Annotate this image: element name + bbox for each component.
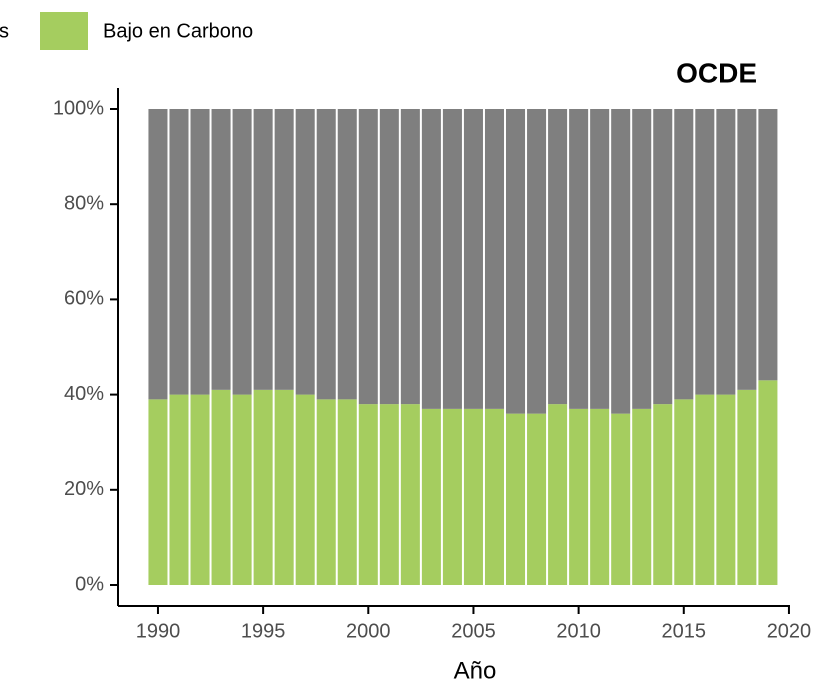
bar-segment (611, 109, 631, 414)
bar-segment (232, 109, 252, 395)
bar-segment (758, 109, 778, 381)
bar-segment (674, 109, 694, 400)
bar-segment (337, 399, 357, 585)
bar-segment (337, 109, 357, 400)
bar-segment (737, 109, 757, 390)
bar-segment (274, 389, 294, 585)
bar-segment (548, 404, 568, 585)
bar-segment (316, 109, 336, 400)
x-tick-label: 2000 (346, 620, 391, 642)
bar-segment (295, 394, 315, 585)
x-tick-label: 2020 (767, 620, 812, 642)
bar-segment (653, 109, 673, 405)
bar-segment (358, 109, 378, 405)
bar-segment (148, 109, 168, 400)
bar-segment (442, 408, 462, 585)
bar-segment (316, 399, 336, 585)
bar-segment (274, 109, 294, 390)
x-tick-label: 2015 (662, 620, 707, 642)
x-tick-label: 2010 (556, 620, 601, 642)
y-tick-label: 100% (53, 97, 104, 119)
bar-segment (253, 389, 273, 585)
bar-segment (506, 413, 526, 585)
bar-segment (190, 394, 210, 585)
bar-segment (506, 109, 526, 414)
bar-segment (716, 394, 736, 585)
bar-segment (716, 109, 736, 395)
bar-segment (442, 109, 462, 409)
bar-segment (232, 394, 252, 585)
bar-segment (611, 413, 631, 585)
bar-segment (211, 109, 231, 390)
bar-segment (569, 408, 589, 585)
bar-segment (484, 109, 505, 409)
x-tick-label: 1990 (136, 620, 181, 642)
y-tick-label: 80% (64, 192, 104, 214)
bar-segment (358, 404, 378, 585)
bar-segment (548, 109, 568, 405)
bar-segment (695, 394, 715, 585)
bar-segment (211, 389, 231, 585)
bar-segment (379, 404, 399, 585)
bar-segment (295, 109, 315, 395)
y-tick-label: 40% (64, 383, 104, 405)
legend-label: Bajo en Carbono (103, 20, 253, 42)
bar-segment (463, 109, 483, 409)
bar-segment (590, 408, 610, 585)
y-tick-label: 0% (75, 573, 104, 595)
bar-segment (484, 408, 505, 585)
bar-segment (527, 413, 547, 585)
bar-segment (632, 408, 652, 585)
y-tick-label: 60% (64, 288, 104, 310)
bar-segment (653, 404, 673, 585)
legend-label: s (0, 20, 9, 42)
x-tick-label: 1995 (241, 620, 286, 642)
bar-segment (695, 109, 715, 395)
bar-segment (400, 109, 420, 405)
bar-segment (569, 109, 589, 409)
bar-segment (674, 399, 694, 585)
bar-segment (421, 109, 441, 409)
legend-swatch (40, 12, 88, 50)
bar-segment (421, 408, 441, 585)
bar-segment (400, 404, 420, 585)
bar-segment (632, 109, 652, 409)
bar-segment (737, 389, 757, 585)
bar-segment (527, 109, 547, 414)
bar-segment (190, 109, 210, 395)
x-axis-label: Año (454, 657, 497, 684)
bar-segment (169, 109, 189, 395)
bar-segment (148, 399, 168, 585)
bar-segment (758, 380, 778, 585)
bar-segment (590, 109, 610, 409)
bar-segment (379, 109, 399, 405)
chart-title: OCDE (676, 57, 757, 88)
x-tick-label: 2005 (451, 620, 496, 642)
bar-segment (169, 394, 189, 585)
y-tick-label: 20% (64, 478, 104, 500)
bar-segment (253, 109, 273, 390)
bar-segment (463, 408, 483, 585)
